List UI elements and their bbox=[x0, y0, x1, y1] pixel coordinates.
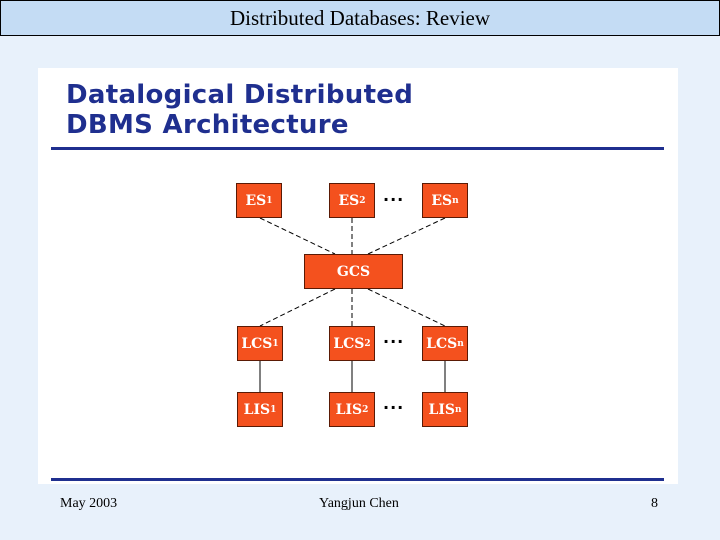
node-lcs-n-subscript: n bbox=[457, 338, 464, 349]
ellipsis-es: ... bbox=[383, 186, 405, 205]
node-lis-n-subscript: n bbox=[454, 404, 462, 415]
node-es-1: ES 1 bbox=[236, 183, 282, 218]
node-lis-2-label: LIS bbox=[335, 401, 363, 418]
node-es-2-label: ES bbox=[338, 192, 360, 209]
footer-page-number: 8 bbox=[651, 496, 658, 511]
node-lis-2-subscript: 2 bbox=[362, 404, 369, 415]
node-lis-1-label: LIS bbox=[243, 401, 271, 418]
ellipsis-lcs: ... bbox=[383, 328, 405, 347]
diagram-connectors bbox=[259, 217, 446, 392]
ellipsis-lis: ... bbox=[383, 394, 405, 413]
title-rule bbox=[51, 147, 664, 150]
slide-content: Datalogical Distributed DBMS Architectur… bbox=[38, 68, 678, 484]
node-lcs-2: LCS 2 bbox=[329, 326, 375, 361]
node-es-n-label: ES bbox=[431, 192, 453, 209]
slide-title-line-1: Datalogical Distributed bbox=[66, 80, 414, 110]
connector-gcs-lcsn bbox=[367, 288, 446, 327]
node-lcs-n: LCS n bbox=[422, 326, 468, 361]
node-lis-1: LIS 1 bbox=[237, 392, 283, 427]
node-gcs: GCS bbox=[304, 254, 403, 289]
node-es-1-label: ES bbox=[245, 192, 267, 209]
bottom-rule bbox=[51, 478, 664, 481]
node-lcs-n-label: LCS bbox=[426, 335, 458, 352]
connector-esn-gcs bbox=[367, 217, 446, 255]
node-es-n: ES n bbox=[422, 183, 468, 218]
node-lcs-1-label: LCS bbox=[241, 335, 273, 352]
node-lcs-1-subscript: 1 bbox=[272, 338, 279, 349]
footer-date: May 2003 bbox=[60, 496, 118, 511]
window-title: Distributed Databases: Review bbox=[229, 5, 491, 30]
connector-es1-gcs bbox=[259, 217, 336, 255]
node-es-2: ES 2 bbox=[329, 183, 375, 218]
node-lis-2: LIS 2 bbox=[329, 392, 375, 427]
node-lis-1-subscript: 1 bbox=[270, 404, 277, 415]
footer-author: Yangjun Chen bbox=[319, 496, 399, 511]
node-lis-n: LIS n bbox=[422, 392, 468, 427]
node-gcs-label: GCS bbox=[336, 263, 371, 280]
node-lcs-1: LCS 1 bbox=[237, 326, 283, 361]
connector-gcs-lcs1 bbox=[259, 288, 336, 327]
node-es-n-subscript: n bbox=[452, 195, 459, 206]
slide-title-line-2: DBMS Architecture bbox=[66, 110, 349, 140]
node-lcs-2-subscript: 2 bbox=[364, 338, 371, 349]
window-title-bar: Distributed Databases: Review bbox=[0, 0, 720, 36]
node-lis-n-label: LIS bbox=[428, 401, 455, 418]
node-es-1-subscript: 1 bbox=[266, 195, 273, 206]
node-es-2-subscript: 2 bbox=[359, 195, 366, 206]
slide-title: Datalogical Distributed DBMS Architectur… bbox=[66, 80, 413, 140]
node-lcs-2-label: LCS bbox=[333, 335, 365, 352]
